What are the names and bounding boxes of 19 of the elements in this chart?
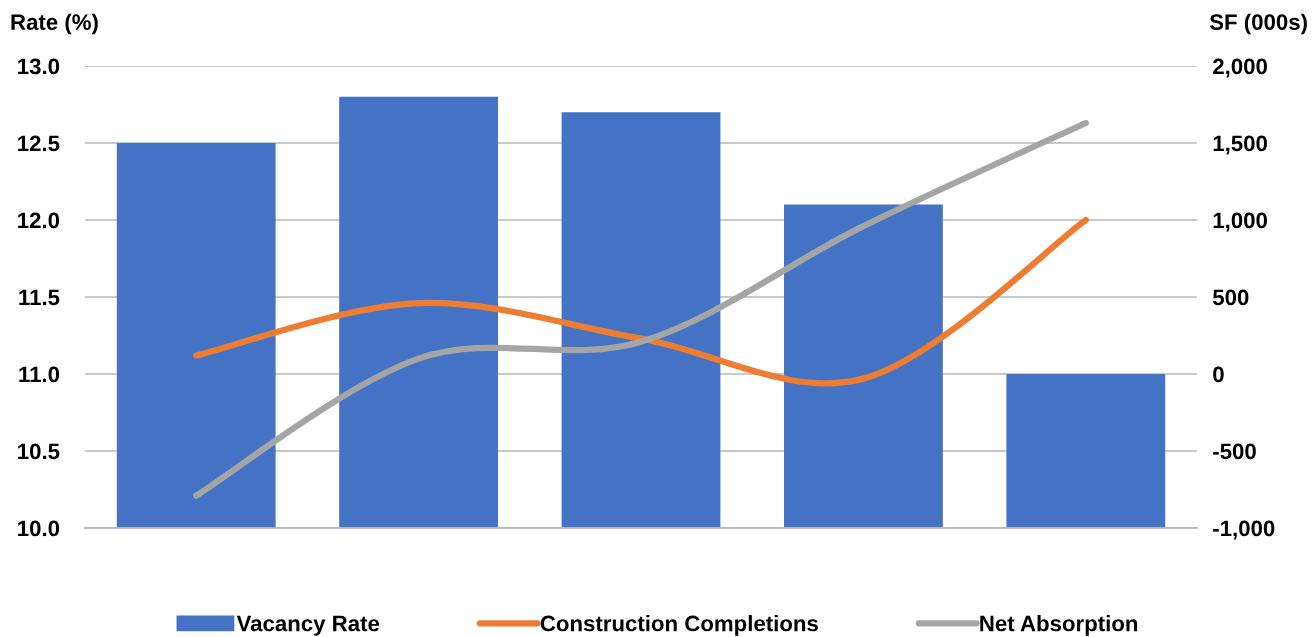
legend-label: Net Absorption — [980, 615, 1138, 636]
y2-tick-label: 2,000 — [1213, 58, 1267, 78]
y2-tick-label: 1,000 — [1213, 212, 1267, 232]
y-tick-label: 10.5 — [18, 443, 60, 460]
y2-tick-label: 500 — [1212, 289, 1249, 306]
y2-tick-label: -500 — [1213, 443, 1256, 460]
y2-axis-title: SF (000s) — [1209, 13, 1307, 35]
legend-label: Construction Completions — [540, 615, 818, 636]
y-tick-label: 10.0 — [18, 520, 60, 537]
y-tick-label: 11.0 — [19, 366, 60, 383]
y-tick-label: 11.5 — [19, 289, 60, 306]
legend-label: Vacancy Rate — [236, 615, 380, 636]
y2-tick-label: 1,500 — [1213, 135, 1267, 155]
y-tick-label: 12.0 — [18, 212, 60, 229]
y-tick-label: 13.0 — [18, 58, 60, 75]
y2-tick-label: 0 — [1213, 366, 1224, 383]
y-axis-title: Rate (%) — [11, 13, 98, 35]
y2-tick-label: -1,000 — [1213, 520, 1275, 540]
y-tick-label: 12.5 — [18, 135, 60, 152]
